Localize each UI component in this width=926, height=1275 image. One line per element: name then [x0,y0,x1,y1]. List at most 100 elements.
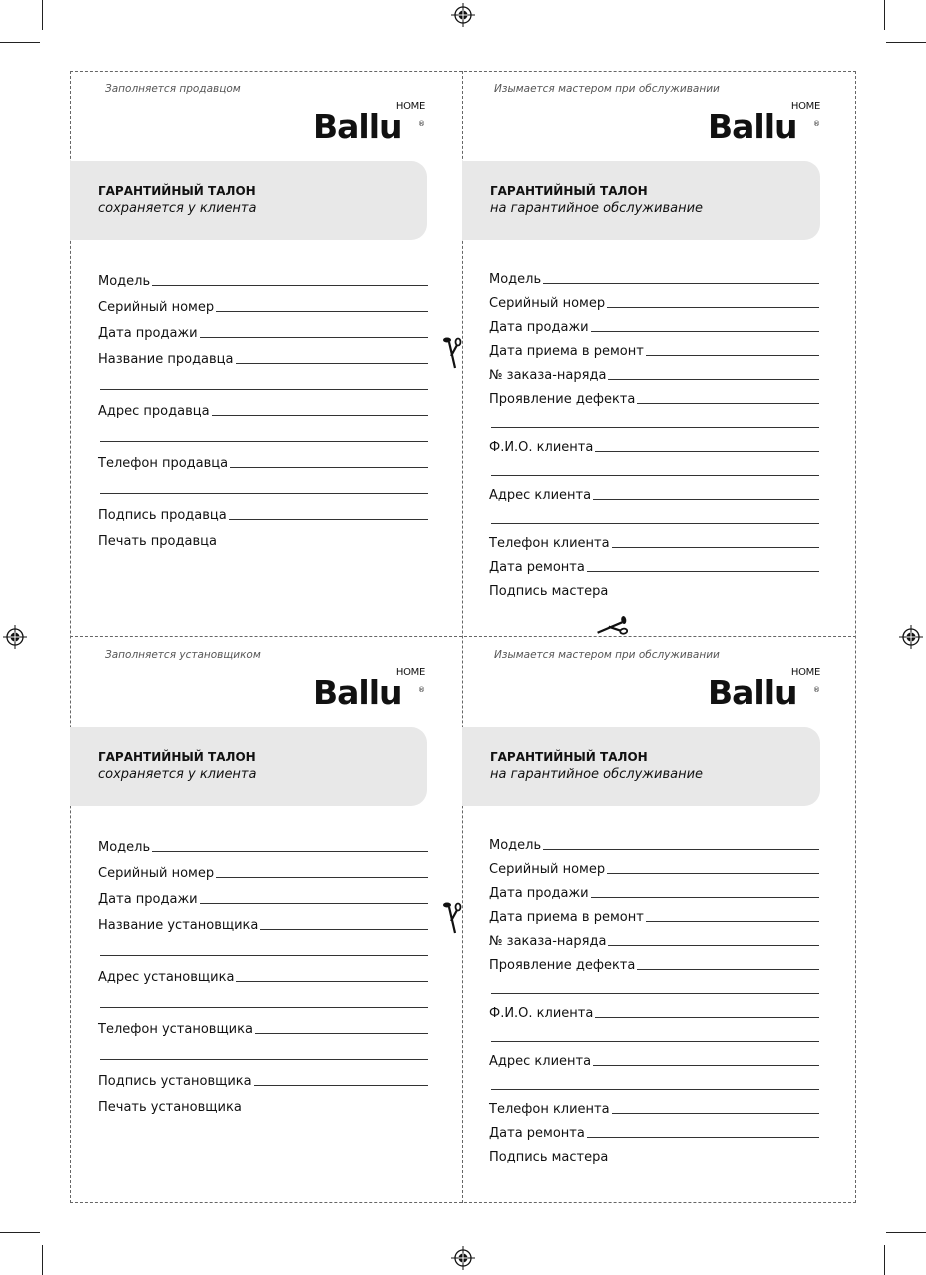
form-field[interactable]: Серийный номер [98,855,428,881]
form-field[interactable]: Название установщика [98,907,428,933]
fill-in-line[interactable] [586,1137,819,1138]
form-field[interactable]: Телефон установщика [98,1011,428,1037]
form-field[interactable]: Подпись продавца [98,497,428,523]
form-field[interactable] [98,1037,428,1063]
fill-in-line[interactable] [230,467,428,468]
form-field[interactable]: № заказа-наряда [489,925,819,949]
form-field[interactable]: Телефон клиента [489,1093,819,1117]
form-field[interactable]: Название продавца [98,341,428,367]
fill-in-line[interactable] [637,969,819,970]
form-field[interactable] [489,503,819,527]
fill-in-line[interactable] [608,945,819,946]
form-field[interactable]: Серийный номер [489,853,819,877]
form-field[interactable]: Дата приема в ремонт [489,335,819,359]
field-label: Серийный номер [489,296,606,311]
form-field[interactable]: № заказа-наряда [489,359,819,383]
form-field[interactable]: Серийный номер [489,287,819,311]
field-label: Подпись мастера [489,1150,609,1165]
fill-in-line[interactable] [586,571,819,572]
form-field[interactable]: Дата продажи [98,315,428,341]
fill-in-line[interactable] [100,389,428,390]
fill-in-line[interactable] [491,1041,819,1042]
fill-in-line[interactable] [543,283,819,284]
fill-in-line[interactable] [253,1085,428,1086]
form-field[interactable]: Проявление дефекта [489,949,819,973]
form-field[interactable]: Модель [489,263,819,287]
fill-in-line[interactable] [152,851,428,852]
form-field[interactable] [489,1069,819,1093]
form-field[interactable]: Ф.И.О. клиента [489,997,819,1021]
form-field[interactable]: Адрес клиента [489,479,819,503]
fill-in-line[interactable] [236,981,428,982]
form-field[interactable] [489,973,819,997]
field-label: Серийный номер [98,866,215,881]
fill-in-line[interactable] [590,331,819,332]
fill-in-line[interactable] [608,379,819,380]
fill-in-line[interactable] [645,355,819,356]
form-field[interactable]: Дата ремонта [489,1117,819,1141]
form-field[interactable]: Телефон клиента [489,527,819,551]
form-field[interactable]: Модель [489,829,819,853]
fill-in-line[interactable] [491,475,819,476]
form-field[interactable]: Ф.И.О. клиента [489,431,819,455]
fill-in-line[interactable] [607,307,819,308]
form-field[interactable] [98,933,428,959]
form-field[interactable]: Модель [98,829,428,855]
fill-in-line[interactable] [199,337,428,338]
fill-in-line[interactable] [100,441,428,442]
field-label: Подпись продавца [98,508,227,523]
fill-in-line[interactable] [100,955,428,956]
fill-in-line[interactable] [491,1089,819,1090]
coupon-title: ГАРАНТИЙНЫЙ ТАЛОН [490,184,648,198]
form-field[interactable]: Дата продажи [489,311,819,335]
fill-note: Заполняется продавцом [105,83,241,95]
form-field[interactable] [98,471,428,497]
fill-in-line[interactable] [590,897,819,898]
form-field[interactable]: Проявление дефекта [489,383,819,407]
fill-in-line[interactable] [260,929,428,930]
fill-in-line[interactable] [595,451,819,452]
fill-in-line[interactable] [593,499,819,500]
form-field[interactable] [489,455,819,479]
fill-in-line[interactable] [611,1113,819,1114]
form-field[interactable]: Адрес клиента [489,1045,819,1069]
fill-in-line[interactable] [199,903,428,904]
fill-in-line[interactable] [645,921,819,922]
field-label: Подпись мастера [489,584,609,599]
form-field[interactable]: Адрес продавца [98,393,428,419]
fill-in-line[interactable] [100,493,428,494]
fill-in-line[interactable] [543,849,819,850]
crop-mark [886,42,926,43]
fill-in-line[interactable] [637,403,819,404]
form-field[interactable]: Дата продажи [489,877,819,901]
form-field[interactable]: Серийный номер [98,289,428,315]
fill-in-line[interactable] [211,415,428,416]
form-field[interactable] [489,407,819,431]
form-field[interactable] [98,367,428,393]
form-field[interactable]: Телефон продавца [98,445,428,471]
form-field[interactable] [98,985,428,1011]
form-field[interactable]: Модель [98,263,428,289]
fill-in-line[interactable] [607,873,819,874]
form-field[interactable] [489,1021,819,1045]
fill-in-line[interactable] [152,285,428,286]
fill-in-line[interactable] [235,363,428,364]
fill-in-line[interactable] [593,1065,819,1066]
form-field[interactable]: Дата приема в ремонт [489,901,819,925]
form-field[interactable]: Адрес установщика [98,959,428,985]
form-field[interactable]: Дата продажи [98,881,428,907]
form-field[interactable]: Дата ремонта [489,551,819,575]
form-field[interactable] [98,419,428,445]
fill-in-line[interactable] [100,1007,428,1008]
fill-in-line[interactable] [611,547,819,548]
fill-in-line[interactable] [491,523,819,524]
fill-in-line[interactable] [216,877,428,878]
fill-in-line[interactable] [228,519,428,520]
fill-in-line[interactable] [216,311,428,312]
fill-in-line[interactable] [491,993,819,994]
fill-in-line[interactable] [100,1059,428,1060]
fill-in-line[interactable] [595,1017,819,1018]
fill-in-line[interactable] [491,427,819,428]
fill-in-line[interactable] [254,1033,428,1034]
form-field[interactable]: Подпись установщика [98,1063,428,1089]
